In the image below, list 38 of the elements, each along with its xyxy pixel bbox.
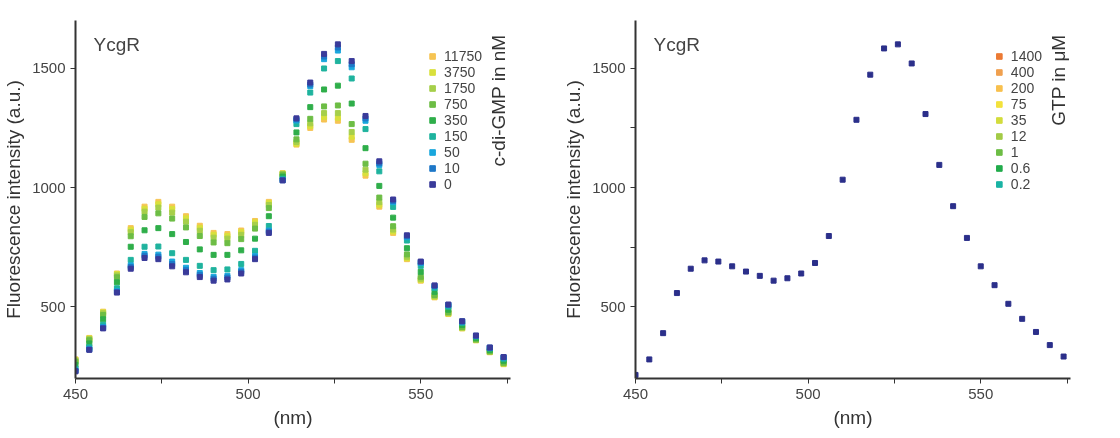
legend-title: c-di-GMP in nM: [487, 34, 509, 167]
y-tick-label: 1500: [592, 59, 626, 77]
legend-label: 0.2: [1010, 176, 1031, 192]
y-tick-label: 1000: [32, 178, 66, 196]
y-tick-label: 500: [600, 297, 626, 315]
x-axis-title: (nm): [833, 406, 873, 428]
legend-label: 0: [444, 176, 453, 192]
legend-label: 400: [1010, 64, 1035, 80]
legend-label: 75: [1010, 96, 1028, 112]
legend-title: GTP in μM: [1047, 34, 1069, 126]
y-tick-label: 1000: [592, 178, 626, 196]
x-tick-label: 550: [408, 384, 434, 402]
legend-label: 0.6: [1010, 160, 1031, 176]
x-tick-label: 450: [62, 384, 89, 402]
legend-label: 150: [444, 128, 468, 144]
legend-label: 200: [1010, 80, 1035, 96]
x-tick-label: 500: [235, 384, 261, 402]
y-axis-title: Fluorescence intensity (a.u.): [3, 80, 25, 319]
legend-label: 50: [444, 144, 461, 160]
annotation: YcgR: [653, 33, 700, 55]
legend-label: 11750: [444, 48, 482, 64]
x-tick-label: 550: [968, 384, 994, 402]
legend-label: 10: [444, 160, 461, 176]
legend-label: 1400: [1010, 48, 1042, 64]
annotation: YcgR: [93, 33, 140, 55]
legend-label: 350: [444, 112, 468, 128]
x-tick-label: 450: [622, 384, 649, 402]
x-tick-label: 500: [795, 384, 821, 402]
y-axis-title: Fluorescence intensity (a.u.): [563, 80, 585, 319]
y-tick-label: 1500: [32, 59, 66, 77]
legend-label: 1750: [444, 80, 476, 96]
legend-label: 3750: [444, 64, 476, 80]
y-tick-label: 500: [40, 297, 66, 315]
legend-label: 1: [1010, 144, 1020, 160]
x-axis-title: (nm): [273, 406, 313, 428]
legend-label: 12: [1010, 128, 1028, 144]
legend-label: 750: [444, 96, 468, 112]
legend-label: 35: [1010, 112, 1028, 128]
